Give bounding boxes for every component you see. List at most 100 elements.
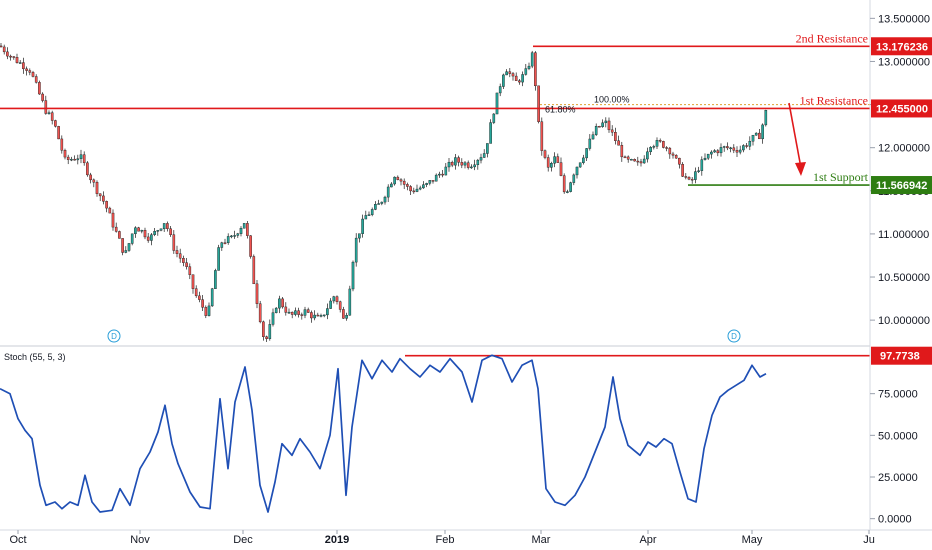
time-axis-labels[interactable]: Oct Nov Dec 2019 Feb Mar Apr May Ju [9,530,875,546]
candle-body [438,173,441,176]
candle-body [486,143,489,154]
candle-body [70,158,73,161]
candle-body [265,336,268,339]
candle-body [124,250,128,253]
candle-body [287,311,291,314]
candle-body [102,195,105,202]
candle-body [374,204,377,210]
candle-body [345,315,348,319]
candle-body [764,110,768,126]
candle-body [188,266,192,275]
price-tick-label: 13.000000 [878,56,930,68]
price-tick-label: 10.500000 [878,272,930,284]
projection-arrow [788,102,806,176]
candle-body [342,309,345,319]
candle-body [338,301,342,310]
candle-body [690,178,694,181]
candle-body [258,303,262,323]
candle-body [6,51,9,57]
candle-body [610,129,614,133]
candle-body [316,314,320,317]
candle-body [98,193,102,197]
candle-body [166,223,169,229]
candle-body [684,176,688,178]
candle-body [201,299,204,308]
candle-body [364,215,368,220]
candle-body [66,156,70,160]
svg-text:12.455000: 12.455000 [876,103,928,115]
candle-body [687,176,691,180]
candle-body [559,162,563,176]
candle-body [418,187,422,190]
candle-body [169,228,172,235]
candle-body [466,162,470,168]
candle-body [396,176,400,180]
candle-body [239,228,243,234]
stoch-title: Stoch (55, 5, 3) [4,352,66,362]
candle-body [562,175,566,193]
candle-body [530,52,534,67]
candle-body [588,138,592,149]
candle-body [214,270,217,289]
time-tick-label: Mar [532,534,551,546]
first-resistance-label: 1st Resistance [800,93,868,107]
candle-body [207,305,211,316]
candle-body [738,149,742,153]
candle-body [377,203,380,205]
candle-body [310,312,313,319]
candle-body [716,150,720,154]
candle-body [86,162,89,176]
candle-body [220,242,224,248]
candle-body [454,157,457,166]
candle-body [361,218,364,234]
candle-body [300,314,304,316]
candle-body [626,156,630,160]
time-tick-label: Ju [863,534,875,546]
candle-body [108,207,112,214]
candle-body [406,184,409,187]
stoch-tick-label: 25.0000 [878,472,918,484]
candle-body [479,157,483,161]
candle-body [370,209,374,215]
candle-body [127,243,131,251]
candle-body [367,214,371,216]
svg-text:97.7738: 97.7738 [880,351,920,363]
candle-body [636,160,640,163]
time-tick-label: 2019 [325,534,349,546]
svg-text:11.566942: 11.566942 [876,180,927,192]
price-axis-panel[interactable] [870,0,932,530]
candle-body [278,298,281,309]
candle-body [681,164,684,177]
candle-body [703,157,707,160]
candle-body [700,159,704,171]
svg-text:13.176236: 13.176236 [876,41,928,53]
event-marker-1[interactable]: D [107,329,121,343]
candle-body [662,141,665,148]
candle-body [390,183,393,188]
candle-body [492,113,496,123]
candle-body [2,46,6,53]
candle-body [121,238,124,253]
candle-body [502,74,505,87]
candle-body [748,140,752,147]
candle-body [729,147,732,150]
candle-body [463,162,467,166]
candle-body [671,153,675,156]
candle-body [262,321,265,337]
candle-body [735,150,739,153]
candle-body [569,182,572,192]
candle-body [546,157,550,168]
candle-body [0,45,3,48]
candle-body [620,145,624,158]
candle-body [470,166,473,169]
candle-body [732,147,736,151]
candle-body [604,120,608,124]
candle-body [726,146,729,149]
candle-body [47,112,51,114]
candle-body [505,71,508,76]
event-marker-2[interactable]: D [727,329,741,343]
time-tick-label: Apr [639,534,656,546]
candle-body [185,262,188,267]
candle-body [508,71,512,74]
candle-body [674,155,678,159]
